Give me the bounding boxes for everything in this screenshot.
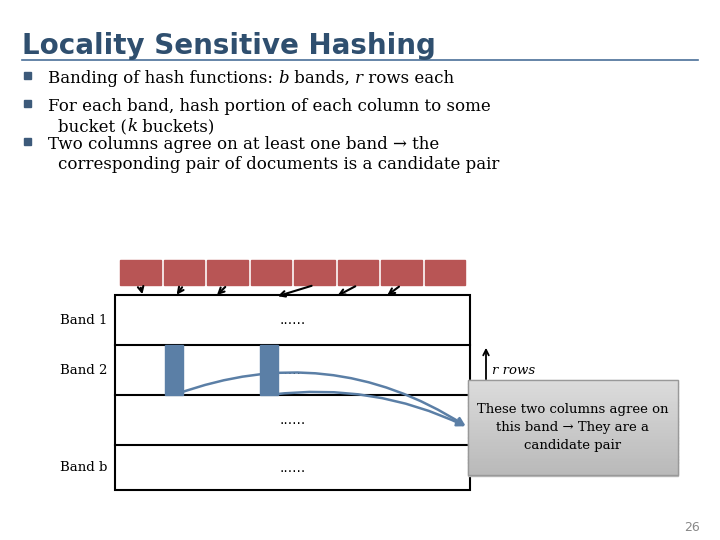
Text: Band 1: Band 1 [60,314,107,327]
Text: r: r [355,70,363,87]
Bar [468,389,678,393]
Bar [468,465,678,469]
Bar [468,399,678,403]
Text: rows each: rows each [363,70,454,87]
Bar [468,450,678,454]
Bar [24,138,31,145]
Bar [468,411,678,415]
Bar [468,428,678,431]
Text: Band 2: Band 2 [60,363,107,376]
Text: ......: ...... [279,413,305,427]
Text: bucket (: bucket ( [58,118,127,135]
Bar [294,260,335,285]
Text: For each band, hash portion of each column to some: For each band, hash portion of each colu… [48,98,491,115]
Bar [468,383,678,387]
Bar [468,386,678,390]
Bar [381,260,421,285]
Bar [120,260,161,285]
Bar [468,469,678,472]
Bar [468,443,678,447]
Bar [468,431,678,434]
Text: These two columns agree on
this band → They are a
candidate pair: These two columns agree on this band → T… [477,403,669,452]
Text: bands,: bands, [289,70,355,87]
Bar [468,415,678,419]
Bar [468,456,678,460]
Text: Two columns agree on at least one band → the: Two columns agree on at least one band →… [48,136,439,153]
Bar [468,440,678,444]
Bar [468,434,678,437]
Bar [468,459,678,463]
Text: Band b: Band b [60,461,107,474]
Bar [468,447,678,450]
Bar [468,406,678,409]
Bar [165,345,183,395]
Text: Locality Sensitive Hashing: Locality Sensitive Hashing [22,32,436,60]
Bar [468,396,678,400]
Bar [468,421,678,425]
Bar [260,345,278,395]
Bar [468,437,678,441]
Bar [24,72,31,79]
Bar [207,260,248,285]
Text: r rows: r rows [492,363,535,376]
Bar [468,402,678,406]
Bar [163,260,204,285]
Bar [425,260,465,285]
Bar [468,380,678,383]
Text: buckets): buckets) [137,118,215,135]
Bar [468,462,678,466]
Text: b: b [278,70,289,87]
Bar [338,260,378,285]
Text: ......: ...... [279,461,305,475]
Text: corresponding pair of documents is a candidate pair: corresponding pair of documents is a can… [58,156,500,173]
Text: k: k [127,118,137,135]
Bar [468,408,678,412]
Bar [468,424,678,428]
Bar [251,260,291,285]
Bar [468,418,678,422]
Text: ......: ...... [279,363,305,377]
Bar [468,380,678,475]
Text: ......: ...... [279,313,305,327]
Bar [24,100,31,107]
Bar [468,472,678,476]
Bar [115,295,470,490]
Bar [468,393,678,396]
Bar [468,453,678,456]
Text: 26: 26 [684,521,700,534]
Text: Banding of hash functions:: Banding of hash functions: [48,70,278,87]
